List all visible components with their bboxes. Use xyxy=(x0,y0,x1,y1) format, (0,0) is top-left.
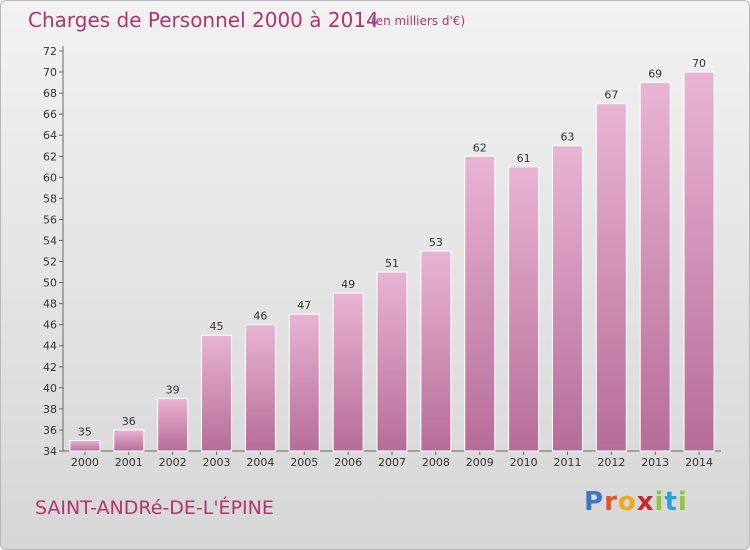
x-tick-label-2001: 2001 xyxy=(115,456,143,469)
y-tick-label: 58 xyxy=(43,192,57,205)
y-tick-label: 54 xyxy=(43,234,57,247)
data-label-2001: 36 xyxy=(122,415,136,428)
data-label-2008: 53 xyxy=(429,236,443,249)
x-tick-label-2007: 2007 xyxy=(378,456,406,469)
x-tick-label-2009: 2009 xyxy=(466,456,494,469)
data-label-2004: 46 xyxy=(253,310,267,323)
y-tick-label: 60 xyxy=(43,171,57,184)
y-tick-label: 44 xyxy=(43,340,57,353)
bar-2001 xyxy=(113,429,145,452)
x-tick-label-2003: 2003 xyxy=(203,456,231,469)
data-label-2005: 47 xyxy=(297,299,311,312)
chart-title: Charges de Personnel 2000 à 2014 xyxy=(28,8,379,32)
x-tick-label-2010: 2010 xyxy=(510,456,538,469)
bar-2010 xyxy=(508,166,540,452)
x-tick-label-2005: 2005 xyxy=(290,456,318,469)
data-label-2006: 49 xyxy=(341,278,355,291)
data-label-2011: 63 xyxy=(560,131,574,144)
x-tick-label-2011: 2011 xyxy=(553,456,581,469)
data-label-2009: 62 xyxy=(473,141,487,154)
bar-2009 xyxy=(464,155,496,452)
bar-2014 xyxy=(683,71,715,452)
y-tick-label: 48 xyxy=(43,298,57,311)
x-tick-label-2008: 2008 xyxy=(422,456,450,469)
x-tick-label-2006: 2006 xyxy=(334,456,362,469)
bar-2006 xyxy=(332,292,364,452)
bar-2007 xyxy=(376,271,408,452)
x-tick-label-2000: 2000 xyxy=(71,456,99,469)
logo-letter: x xyxy=(636,487,655,517)
bar-2008 xyxy=(420,250,452,452)
data-label-2000: 35 xyxy=(78,425,92,438)
y-tick-label: 34 xyxy=(43,445,57,458)
y-tick-label: 50 xyxy=(43,277,57,290)
logo-letter: P xyxy=(584,487,605,517)
data-label-2010: 61 xyxy=(517,152,531,165)
bars: 35 36 39 45 46 47 49 51 53 62 61 63 67 69 70 xyxy=(69,57,715,452)
axes: 34 36 38 40 42 44 46 48 50 52 54 56 58 60 62 64 66 68 70 72… xyxy=(43,45,721,469)
y-tick-label: 38 xyxy=(43,403,57,416)
proxiti-logo: Proxiti xyxy=(584,487,688,517)
bar-2003 xyxy=(201,334,233,452)
data-label-2013: 69 xyxy=(648,68,662,81)
logo-letter: t xyxy=(664,487,678,517)
logo-letter: o xyxy=(617,487,637,517)
x-tick-label-2002: 2002 xyxy=(159,456,187,469)
logo-letter: i xyxy=(677,487,688,517)
data-label-2014: 70 xyxy=(692,57,706,70)
x-tick-label-2014: 2014 xyxy=(685,456,713,469)
data-label-2002: 39 xyxy=(166,383,180,396)
y-tick-label: 64 xyxy=(43,129,57,142)
x-tick-label-2004: 2004 xyxy=(246,456,274,469)
bar-2000 xyxy=(69,439,101,452)
data-label-2003: 45 xyxy=(210,320,224,333)
bar-2004 xyxy=(244,324,276,452)
logo-letter: i xyxy=(654,487,665,517)
data-label-2007: 51 xyxy=(385,257,399,270)
y-tick-label: 72 xyxy=(43,45,57,58)
x-tick-label-2013: 2013 xyxy=(641,456,669,469)
y-tick-label: 52 xyxy=(43,256,57,269)
y-tick-label: 36 xyxy=(43,424,57,437)
y-tick-label: 40 xyxy=(43,382,57,395)
x-tick-label-2012: 2012 xyxy=(597,456,625,469)
logo-letter: r xyxy=(604,487,618,517)
y-tick-label: 56 xyxy=(43,213,57,226)
bar-2005 xyxy=(288,313,320,452)
y-tick-label: 46 xyxy=(43,319,57,332)
y-tick-label: 42 xyxy=(43,361,57,374)
bar-2002 xyxy=(157,397,189,452)
bar-2013 xyxy=(639,82,671,452)
y-tick-label: 62 xyxy=(43,150,57,163)
y-tick-label: 68 xyxy=(43,87,57,100)
bar-2012 xyxy=(595,103,627,452)
y-tick-label: 70 xyxy=(43,66,57,79)
chart-subtitle: (en milliers d'€) xyxy=(371,14,466,28)
y-tick-label: 66 xyxy=(43,108,57,121)
commune-name: SAINT-ANDRé-DE-L'ÉPINE xyxy=(35,497,274,519)
bar-2011 xyxy=(551,145,583,452)
data-label-2012: 67 xyxy=(604,89,618,102)
